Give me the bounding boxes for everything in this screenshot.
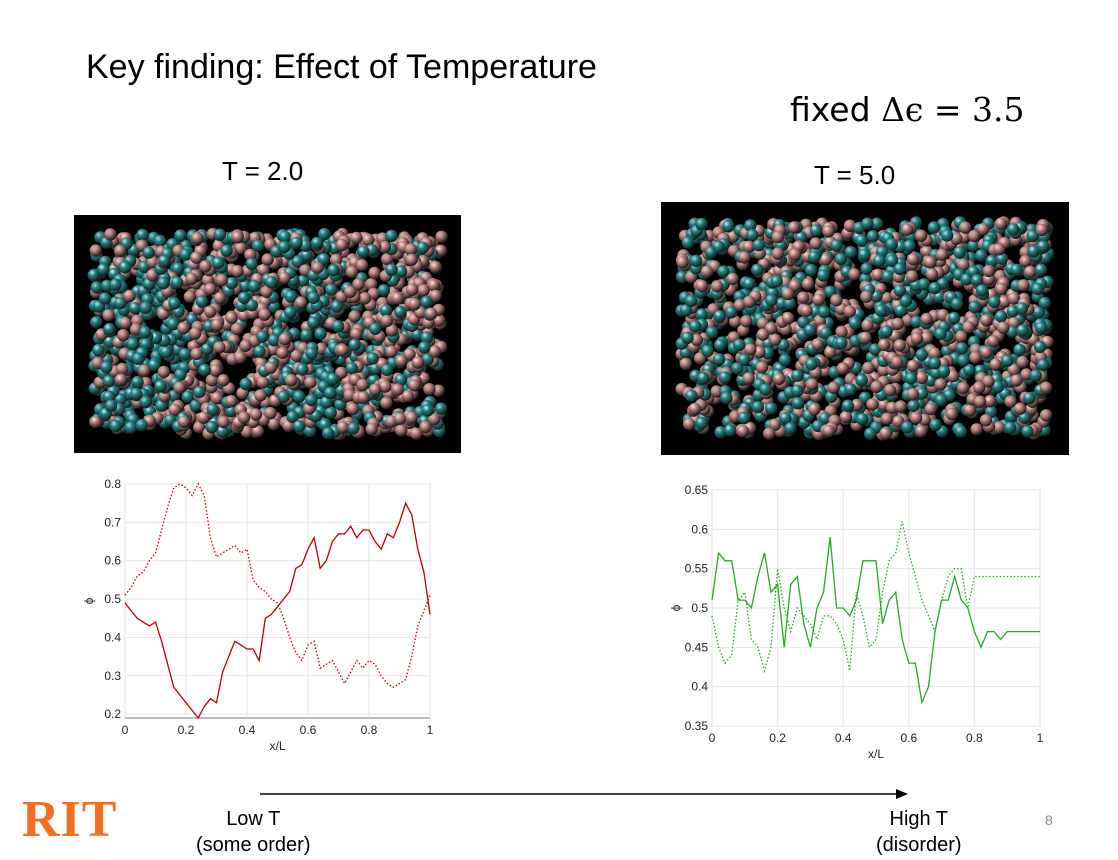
y-axis-label: ϕ (82, 597, 96, 604)
slide-title: Key finding: Effect of Temperature (86, 48, 597, 86)
temperature-arrow (260, 789, 908, 799)
low-temperature-label: T = 2.0 (222, 156, 304, 186)
x-tick-label: 0 (709, 731, 716, 745)
x-tick-label: 0.4 (239, 723, 256, 737)
x-tick-label: 0.4 (835, 731, 852, 745)
page-number: 8 (1045, 812, 1053, 828)
y-tick-label: 0.6 (104, 554, 121, 568)
particle-beads (675, 216, 1055, 441)
grid-lines (124, 483, 431, 718)
y-tick-label: 0.6 (691, 522, 708, 536)
y-tick-label: 0.2 (104, 707, 121, 721)
rit-logo: RIT (22, 791, 118, 848)
x-tick-label: 0.8 (966, 731, 983, 745)
y-tick-label: 0.55 (685, 562, 709, 576)
high-temperature-label: T = 5.0 (814, 160, 896, 190)
plot-area (124, 483, 431, 719)
particle-box-low-t (87, 227, 448, 441)
particle-box-high-t (675, 216, 1055, 441)
x-tick-label: 0.6 (900, 731, 917, 745)
low-t-note-subtitle: (some order) (196, 834, 311, 856)
y-tick-label: 0.3 (104, 669, 121, 683)
low-t-note-title: Low T (226, 808, 281, 830)
x-axis-label: x/L (269, 739, 285, 753)
high-t-note-title: High T (889, 808, 949, 830)
phi-profile-svg-high-t: 0 0.2 0.4 0.6 0.8 1 0.35 0.4 0.45 0.5 0.55 0.6 0.65 x… (669, 483, 1044, 761)
y-tick-label: 0.5 (104, 592, 121, 606)
x-axis-label: x/L (868, 747, 884, 761)
y-tick-label: 0.4 (104, 630, 121, 644)
arrow-head (896, 789, 908, 799)
simulation-snapshot-low-t (74, 215, 461, 453)
series-line-solid (711, 537, 1040, 705)
series-line-dotted (711, 521, 1040, 674)
simulation-snapshot-high-t (661, 202, 1069, 455)
delta-epsilon-value: Δϵ = 3.5 (881, 90, 1025, 129)
x-tick-label: 0.6 (300, 723, 317, 737)
particle-beads (87, 227, 448, 441)
y-axis-label: ϕ (669, 604, 683, 611)
x-tick-label: 1 (427, 723, 434, 737)
low-t-note: Low T (some order) (196, 806, 310, 858)
high-t-note-subtitle: (disorder) (876, 834, 962, 856)
fixed-word: fixed (790, 90, 871, 129)
phi-profile-chart-high-t: 0 0.2 0.4 0.6 0.8 1 0.35 0.4 0.45 0.5 0.55 0.6 0.65 x… (660, 480, 1060, 770)
x-tick-label: 1 (1037, 731, 1044, 745)
y-tick-label: 0.65 (685, 483, 709, 497)
x-tick-label: 0.8 (361, 723, 378, 737)
phi-profile-svg-low-t: 0 0.2 0.4 0.6 0.8 10.20.30.40.50.60.70.8x/Lϕ (82, 477, 434, 753)
high-t-note: High T (disorder) (876, 806, 962, 858)
x-tick-label: 0 (122, 723, 129, 737)
series-line-solid (124, 501, 431, 720)
x-tick-label: 0.2 (178, 723, 195, 737)
y-tick-label: 0.8 (104, 478, 121, 491)
fixed-parameter-label: fixed Δϵ = 3.5 (790, 90, 1025, 129)
y-tick-label: 0.5 (691, 601, 708, 615)
y-tick-label: 0.7 (104, 515, 121, 529)
x-tick-label: 0.2 (769, 731, 786, 745)
series-line-dotted (124, 482, 431, 689)
y-tick-label: 0.35 (685, 719, 709, 733)
phi-profile-chart-low-t: 0 0.2 0.4 0.6 0.8 1 0.2 0.3 0.4 0.5 0.6 0.7 0.8 x/L ϕ (80, 477, 440, 758)
y-tick-label: 0.4 (691, 680, 708, 694)
y-tick-label: 0.45 (685, 640, 709, 654)
